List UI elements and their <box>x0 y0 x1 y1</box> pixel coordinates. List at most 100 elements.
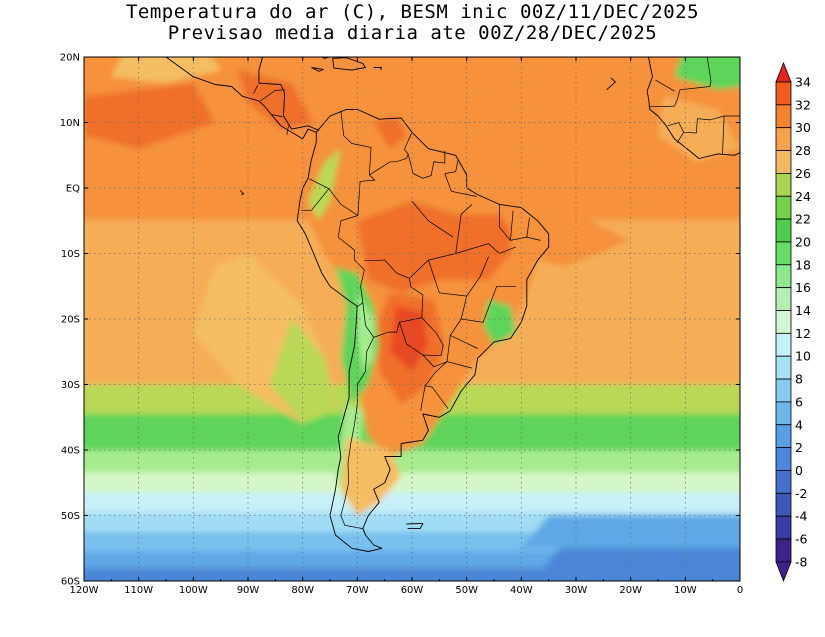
colorbar-label: 32 <box>795 97 811 112</box>
temperature-band <box>357 292 374 372</box>
coastline-cape-verde <box>606 77 616 91</box>
coastline-hispaniola <box>332 57 366 71</box>
border-west-africa-1 <box>676 115 740 143</box>
border-french-guiana <box>444 160 459 174</box>
map-plot-area <box>84 57 740 581</box>
temperature-band <box>357 201 522 293</box>
lat-label: 50S <box>61 511 80 522</box>
border-west-africa-5 <box>739 116 740 119</box>
lat-label: 40S <box>61 446 80 457</box>
temperature-band <box>674 57 740 90</box>
colorbar-swatch <box>775 538 792 563</box>
border-central-america-4 <box>286 125 289 135</box>
colorbar-label: -6 <box>795 532 808 547</box>
temperature-band <box>308 148 341 221</box>
border-brazil-states-5 <box>446 335 473 369</box>
colorbar-label: 2 <box>795 440 803 455</box>
colorbar-top-arrow <box>775 61 792 83</box>
colorbar-swatch <box>775 104 792 129</box>
country-borders <box>253 57 740 534</box>
coastline-central-america-caribbean <box>258 57 320 131</box>
border-central-america-3 <box>271 114 283 117</box>
colorbar-swatch <box>775 378 792 403</box>
border-west-africa-6 <box>655 79 675 92</box>
colorbar-label: 8 <box>795 372 803 387</box>
border-uruguay <box>420 385 426 411</box>
colorbar-label: 16 <box>795 280 811 295</box>
border-west-africa-3 <box>648 57 712 108</box>
colorbar-label: -8 <box>795 554 808 569</box>
border-brazil-states-3 <box>460 285 516 323</box>
lon-label: 90W <box>237 585 260 596</box>
border-guianas <box>407 150 446 179</box>
border-brazil-states-7 <box>411 200 454 238</box>
temperature-band <box>84 83 216 149</box>
colorbar-swatch <box>775 470 792 494</box>
colorbar-swatch <box>775 310 792 334</box>
coastlines <box>100 57 740 552</box>
colorbar-label: 24 <box>795 189 811 204</box>
lon-label: 80W <box>291 585 314 596</box>
coastline-central-america-pacific <box>100 57 317 140</box>
border-ecuador-peru <box>301 188 330 211</box>
temperature-band <box>335 266 380 405</box>
coastline-jamaica <box>311 67 324 72</box>
colorbar-label: 30 <box>795 120 811 135</box>
border-west-africa-4 <box>722 115 725 155</box>
lon-label: 100W <box>179 585 208 596</box>
border-central-america-2 <box>260 89 286 102</box>
colorbar-swatch <box>775 172 792 197</box>
colorbar-swatch <box>775 287 792 311</box>
border-chile-argentina <box>340 337 375 534</box>
colorbar-label: 34 <box>795 75 811 90</box>
lat-label: 10S <box>61 249 80 260</box>
lat-label: 10N <box>60 118 80 129</box>
colorbar-swatch <box>775 195 792 220</box>
lat-label: 30S <box>61 380 80 391</box>
temperature-band <box>483 299 516 346</box>
border-paraguay <box>399 317 444 357</box>
border-argentina-brazil-uruguay <box>422 354 449 409</box>
coastline-galapagos <box>239 190 245 196</box>
colorbar-swatch <box>775 127 792 151</box>
border-west-africa-2 <box>667 122 685 133</box>
colorbar-swatch <box>775 241 792 266</box>
border-colombia <box>309 110 376 217</box>
colorbar-label: 14 <box>795 303 811 318</box>
colorbar-swatch <box>775 447 792 471</box>
lon-label: 50W <box>455 585 478 596</box>
colorbar-label: 6 <box>795 394 803 409</box>
map-axes: 120W 110W 100W 90W 80W 70W 60W 50W 40W 30W 20W 10W 0… <box>60 53 743 597</box>
lon-label: 0 <box>737 585 743 596</box>
temperature-band <box>237 70 314 130</box>
lon-label: 40W <box>510 585 533 596</box>
lon-label: 110W <box>124 585 153 596</box>
border-brazil-states-9 <box>510 210 514 241</box>
lon-label: 70W <box>346 585 369 596</box>
colorbar-swatch <box>775 515 792 540</box>
colorbar-swatch <box>775 218 792 243</box>
colorbar-label: 12 <box>795 326 811 341</box>
temperature-field <box>84 57 740 581</box>
colorbar-label: 28 <box>795 143 811 158</box>
title-line-2: Previsao media diaria ate 00Z/28/DEC/202… <box>167 22 658 44</box>
lon-label: 120W <box>70 585 99 596</box>
colorbar-label: -2 <box>795 486 807 501</box>
border-venezuela <box>369 132 413 176</box>
border-brazil-states-6 <box>455 204 473 254</box>
colorbar-bottom-arrow <box>775 561 792 582</box>
border-brazil-states-10 <box>526 217 530 238</box>
coastline-west-africa <box>646 57 740 159</box>
temperature-band <box>373 116 407 149</box>
border-peru <box>337 215 365 309</box>
lat-label: 60S <box>61 577 80 588</box>
lon-label: 20W <box>619 585 642 596</box>
temperature-band <box>111 57 221 84</box>
colorbar-swatch <box>775 264 792 289</box>
lat-label: 20N <box>60 53 80 64</box>
colorbar-label: 26 <box>795 166 811 181</box>
colorbar-swatch <box>775 424 792 449</box>
lon-label: 60W <box>401 585 424 596</box>
